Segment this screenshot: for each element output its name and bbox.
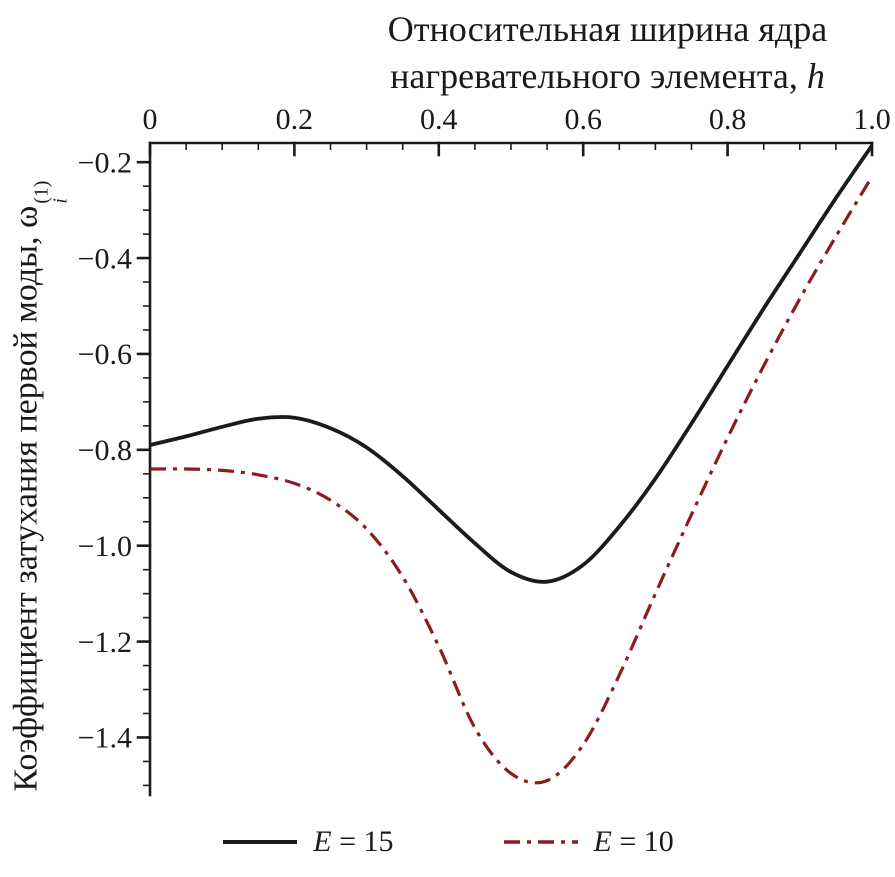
omega-superscript: (1) — [29, 180, 52, 204]
omega-symbol: ω — [6, 205, 44, 228]
x-tick-label: 1.0 — [853, 103, 891, 136]
y-tick-label: −1.0 — [78, 530, 132, 563]
chart-title-line2: нагревательного элемента, h — [320, 53, 895, 100]
chart-title-line1: Относительная ширина ядра — [387, 9, 828, 49]
x-tick-label: 0.6 — [564, 103, 602, 136]
legend-label-e15: E = 15 — [313, 825, 393, 859]
y-axis-label-text: Коэффициент затухания первой моды, ω (1) i — [6, 180, 71, 792]
x-variable-symbol: h — [806, 55, 825, 96]
y-axis-label: Коэффициент затухания первой моды, ω (1) i — [0, 95, 76, 877]
y-tick-label: −1.2 — [78, 626, 132, 659]
x-tick-label: 0.8 — [709, 103, 747, 136]
x-tick-label: 0 — [143, 103, 158, 136]
legend-line-dashdot-sample — [503, 840, 578, 844]
legend-value-e15: = 15 — [331, 825, 394, 858]
y-tick-label: −1.4 — [78, 722, 132, 755]
y-tick-label: −0.6 — [78, 338, 132, 371]
y-axis-label-prefix: Коэффициент затухания первой моды, — [6, 227, 44, 792]
omega-subsup: (1) i — [29, 180, 71, 204]
series-curve-e10 — [149, 175, 874, 785]
x-tick-label: 0.4 — [420, 103, 458, 136]
legend-label-e10: E = 10 — [594, 825, 674, 859]
y-tick-label: −0.8 — [78, 434, 132, 467]
y-tick-label: −0.4 — [78, 242, 132, 275]
legend-item-e15: E = 15 — [221, 825, 394, 859]
omega-subscript: i — [48, 198, 71, 204]
legend-value-e10: = 10 — [611, 825, 674, 858]
legend-var-e15: E — [313, 825, 332, 858]
chart-title-line2-text: нагревательного элемента, — [390, 55, 807, 96]
legend-item-e10: E = 10 — [502, 825, 674, 859]
chart-legend: E = 15 E = 10 — [0, 820, 895, 864]
y-tick-label: −0.2 — [78, 146, 132, 179]
series-curve-e15 — [149, 144, 874, 584]
legend-var-e10: E — [593, 825, 612, 858]
legend-line-solid-sample — [223, 840, 298, 844]
x-tick-label: 0.2 — [276, 103, 314, 136]
axis-spines — [148, 141, 874, 797]
chart-title: Относительная ширина ядра нагревательног… — [320, 6, 895, 100]
